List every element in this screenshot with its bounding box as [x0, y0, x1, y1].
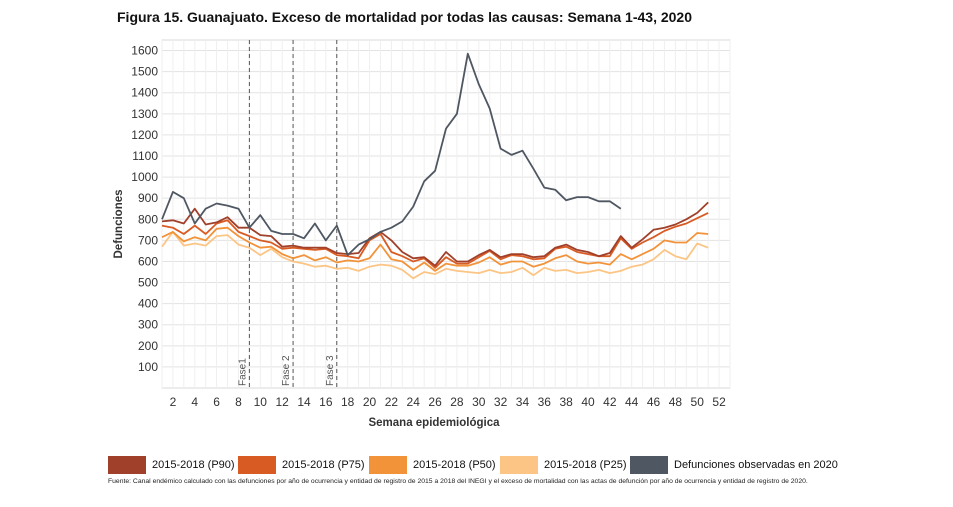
- y-tick-label: 1400: [131, 86, 158, 100]
- y-tick-label: 900: [138, 191, 158, 205]
- legend-label: 2015-2018 (P90): [152, 459, 235, 471]
- x-tick-label: 14: [297, 395, 311, 409]
- y-tick-label: 1200: [131, 128, 158, 142]
- x-tick-label: 46: [647, 395, 661, 409]
- x-tick-label: 8: [235, 395, 242, 409]
- legend-swatch: [238, 456, 276, 474]
- y-tick-label: 1100: [132, 149, 158, 163]
- x-tick-label: 44: [625, 395, 639, 409]
- x-tick-label: 42: [603, 395, 617, 409]
- phase-label: Fase 3: [325, 355, 336, 386]
- legend-item: 2015-2018 (P25): [500, 456, 627, 474]
- legend: 2015-2018 (P90) 2015-2018 (P75) 2015-2018 …: [108, 456, 853, 474]
- y-tick-label: 600: [138, 254, 158, 268]
- x-tick-label: 24: [407, 395, 421, 409]
- x-tick-label: 38: [559, 395, 573, 409]
- y-tick-label: 800: [138, 212, 158, 226]
- x-tick-label: 28: [450, 395, 464, 409]
- x-tick-label: 22: [385, 395, 399, 409]
- x-tick-label: 40: [581, 395, 595, 409]
- series-line-2: [161, 226, 709, 272]
- phase-label: Fase 2: [281, 355, 292, 386]
- chart-title: Figura 15. Guanajuato. Exceso de mortali…: [117, 9, 692, 25]
- legend-label: 2015-2018 (P50): [413, 459, 496, 471]
- y-tick-label: 500: [138, 276, 158, 290]
- y-tick-label: 400: [138, 297, 158, 311]
- series-line-0: [161, 201, 709, 267]
- legend-item: Defunciones observadas en 2020: [630, 456, 838, 474]
- series-line-3: [161, 230, 709, 280]
- y-tick-label: 700: [138, 233, 158, 247]
- x-tick-label: 50: [691, 395, 705, 409]
- y-tick-label: 300: [138, 318, 158, 332]
- x-tick-label: 4: [191, 395, 198, 409]
- x-tick-label: 16: [319, 395, 333, 409]
- x-tick-label: 18: [341, 395, 355, 409]
- y-tick-label: 100: [138, 360, 158, 374]
- source-footnote: Fuente: Canal endémico calculado con las…: [108, 478, 808, 485]
- series-line-4: [161, 52, 622, 257]
- x-tick-label: 36: [538, 395, 552, 409]
- legend-item: 2015-2018 (P90): [108, 456, 235, 474]
- y-tick-label: 1600: [131, 44, 158, 58]
- x-tick-label: 12: [275, 395, 289, 409]
- x-tick-label: 52: [712, 395, 726, 409]
- y-axis-label: Defunciones: [113, 189, 125, 258]
- phase-label: Fase1: [237, 358, 248, 386]
- x-tick-label: 6: [213, 395, 220, 409]
- x-tick-label: 10: [254, 395, 268, 409]
- legend-swatch: [369, 456, 407, 474]
- legend-item: 2015-2018 (P75): [238, 456, 365, 474]
- legend-label: 2015-2018 (P75): [282, 459, 365, 471]
- legend-label: Defunciones observadas en 2020: [674, 459, 838, 471]
- x-tick-label: 34: [516, 395, 530, 409]
- legend-item: 2015-2018 (P50): [369, 456, 496, 474]
- series-line-1: [161, 212, 709, 269]
- x-tick-label: 32: [494, 395, 508, 409]
- legend-swatch: [108, 456, 146, 474]
- y-tick-label: 1500: [131, 65, 158, 79]
- legend-swatch: [630, 456, 668, 474]
- x-tick-label: 48: [669, 395, 683, 409]
- x-tick-label: 20: [363, 395, 377, 409]
- x-axis-label: Semana epidemiológica: [368, 417, 500, 429]
- y-tick-label: 1300: [131, 107, 158, 121]
- y-tick-label: 1000: [131, 170, 158, 184]
- legend-swatch: [500, 456, 538, 474]
- y-tick-label: 200: [138, 339, 158, 353]
- legend-label: 2015-2018 (P25): [544, 459, 627, 471]
- x-tick-label: 26: [428, 395, 442, 409]
- x-tick-label: 2: [170, 395, 177, 409]
- x-tick-label: 30: [472, 395, 486, 409]
